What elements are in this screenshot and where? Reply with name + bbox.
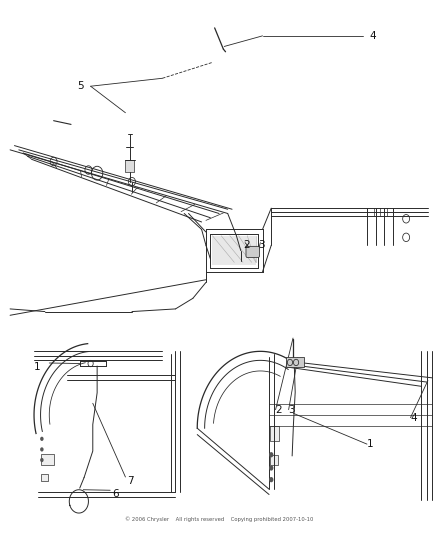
Circle shape (40, 437, 44, 441)
Text: 6: 6 (113, 489, 119, 499)
Text: 4: 4 (369, 31, 376, 41)
Circle shape (40, 447, 44, 451)
FancyBboxPatch shape (41, 474, 48, 481)
Circle shape (40, 458, 44, 462)
FancyBboxPatch shape (41, 454, 53, 465)
Text: © 2006 Chrysler    All rights reserved    Copying prohibited 2007-10-10: © 2006 Chrysler All rights reserved Copy… (125, 516, 313, 522)
FancyBboxPatch shape (270, 425, 279, 441)
Text: 7: 7 (127, 477, 134, 486)
Text: 4: 4 (410, 413, 417, 423)
Circle shape (269, 465, 273, 471)
Polygon shape (212, 236, 256, 265)
Circle shape (269, 452, 273, 457)
Text: 2: 2 (276, 405, 282, 415)
Text: 1: 1 (34, 362, 41, 372)
Text: 3: 3 (258, 240, 265, 251)
Text: 3: 3 (289, 405, 295, 415)
Circle shape (269, 477, 273, 482)
FancyBboxPatch shape (286, 357, 304, 367)
Text: 2: 2 (243, 240, 250, 251)
FancyBboxPatch shape (125, 160, 134, 172)
FancyBboxPatch shape (246, 246, 259, 257)
FancyBboxPatch shape (270, 455, 278, 465)
Text: 1: 1 (367, 439, 374, 449)
Text: 5: 5 (78, 81, 84, 91)
